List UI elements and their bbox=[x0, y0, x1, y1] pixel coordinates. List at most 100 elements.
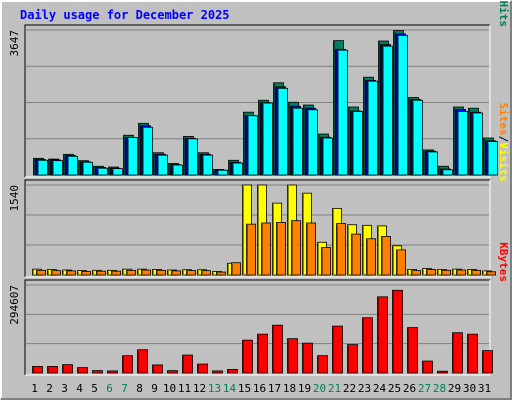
legend-separator: / bbox=[497, 136, 510, 143]
bar-sites-day-26 bbox=[411, 270, 421, 276]
bar-sites-day-12 bbox=[201, 270, 211, 276]
y-max-label: 294607 bbox=[8, 285, 21, 325]
bar-sites-day-31 bbox=[486, 271, 496, 276]
bar-sites-day-20 bbox=[321, 247, 331, 276]
bar-pages-day-15 bbox=[247, 115, 258, 176]
panel-top: 3647 Pages/Files/Hits bbox=[8, 0, 510, 178]
bar-sites-day-28 bbox=[441, 269, 451, 276]
plot-bevel-dark bbox=[24, 24, 490, 177]
bar-sites-day-21 bbox=[336, 223, 346, 276]
bar-sites-day-6 bbox=[111, 270, 121, 276]
day-label-10: 10 bbox=[163, 382, 176, 395]
bar-sites-day-1 bbox=[36, 269, 46, 276]
bar-sites-day-8 bbox=[141, 269, 151, 276]
bar-kbytes-day-8 bbox=[137, 349, 148, 374]
bar-sites-day-29 bbox=[456, 269, 466, 276]
bar-pages-day-31 bbox=[487, 141, 498, 176]
day-label-20: 20 bbox=[313, 382, 326, 395]
bar-sites-day-24 bbox=[381, 236, 391, 276]
bar-pages-day-22 bbox=[352, 110, 363, 176]
bar-kbytes-day-17 bbox=[272, 324, 283, 374]
bar-kbytes-day-6 bbox=[107, 370, 118, 374]
bar-pages-day-12 bbox=[202, 154, 213, 176]
bar-kbytes-day-26 bbox=[407, 327, 418, 374]
day-label-17: 17 bbox=[268, 382, 281, 395]
bar-pages-day-25 bbox=[397, 35, 408, 176]
bar-kbytes-day-24 bbox=[377, 296, 388, 374]
plot-bevel-dark bbox=[24, 279, 490, 375]
bar-pages-day-30 bbox=[472, 112, 483, 176]
legend-entry-visits: Visits bbox=[497, 142, 510, 182]
day-label-29: 29 bbox=[448, 382, 461, 395]
bar-pages-day-26 bbox=[412, 99, 423, 176]
day-label-30: 30 bbox=[463, 382, 476, 395]
legend: Sites/Visits bbox=[497, 103, 510, 183]
bar-pages-day-14 bbox=[232, 162, 243, 176]
day-label-3: 3 bbox=[61, 382, 68, 395]
bar-kbytes-day-14 bbox=[227, 369, 238, 374]
day-label-31: 31 bbox=[478, 382, 491, 395]
bar-pages-day-27 bbox=[427, 151, 438, 176]
chart-panels: 3647Pages/Files/Hits1540Sites/Visits2946… bbox=[8, 0, 510, 376]
day-label-4: 4 bbox=[76, 382, 83, 395]
bar-sites-day-25 bbox=[396, 249, 406, 276]
bar-sites-day-22 bbox=[351, 233, 361, 276]
bar-sites-day-3 bbox=[66, 270, 76, 276]
day-label-12: 12 bbox=[193, 382, 206, 395]
bar-kbytes-day-31 bbox=[482, 350, 493, 374]
day-label-6: 6 bbox=[106, 382, 113, 395]
day-label-19: 19 bbox=[298, 382, 311, 395]
day-label-25: 25 bbox=[388, 382, 401, 395]
day-label-14: 14 bbox=[223, 382, 237, 395]
plot-bevel-light bbox=[25, 25, 491, 178]
bar-sites-day-7 bbox=[126, 269, 136, 276]
bar-pages-day-7 bbox=[127, 137, 138, 176]
day-axis-labels: 1 2 3 4 5 6 7 8 9 10 11 12 13 14 15 16 17 18 19 20 21 22 23 24 2… bbox=[31, 382, 491, 395]
bar-pages-day-3 bbox=[67, 155, 78, 176]
y-max-label: 3647 bbox=[8, 30, 21, 57]
bar-sites-day-30 bbox=[471, 269, 481, 276]
bar-pages-day-18 bbox=[292, 107, 303, 176]
bar-sites-day-9 bbox=[156, 269, 166, 276]
bar-pages-day-24 bbox=[382, 45, 393, 176]
bar-pages-day-16 bbox=[262, 102, 273, 176]
bar-pages-day-28 bbox=[442, 169, 453, 176]
bar-pages-day-1 bbox=[37, 159, 48, 176]
day-label-8: 8 bbox=[136, 382, 143, 395]
bar-kbytes-day-15 bbox=[242, 339, 253, 374]
plot-bevel-light bbox=[25, 280, 491, 376]
bar-sites-day-23 bbox=[366, 238, 376, 276]
bar-sites-day-11 bbox=[186, 270, 196, 276]
bar-kbytes-day-13 bbox=[212, 370, 223, 374]
plot-bevel-light bbox=[25, 180, 491, 278]
day-label-27: 27 bbox=[418, 382, 431, 395]
bar-pages-day-10 bbox=[172, 164, 183, 176]
bar-kbytes-day-29 bbox=[452, 332, 463, 374]
bar-kbytes-day-23 bbox=[362, 317, 373, 374]
bar-kbytes-day-30 bbox=[467, 333, 478, 374]
bar-pages-day-19 bbox=[307, 109, 318, 176]
bar-sites-day-18 bbox=[291, 220, 301, 276]
day-label-7: 7 bbox=[121, 382, 128, 395]
legend-entry-hits: Hits bbox=[497, 1, 510, 28]
bar-pages-day-11 bbox=[187, 138, 198, 176]
panel-middle: 1540 Sites/Visits bbox=[8, 103, 510, 278]
day-label-21: 21 bbox=[328, 382, 341, 395]
plot-bevel-dark bbox=[24, 179, 490, 277]
bar-pages-day-20 bbox=[322, 137, 333, 176]
bar-kbytes-day-10 bbox=[167, 370, 178, 374]
bar-sites-day-16 bbox=[261, 222, 271, 276]
bar-sites-day-19 bbox=[306, 222, 316, 276]
day-label-2: 2 bbox=[46, 382, 53, 395]
bar-kbytes-day-7 bbox=[122, 355, 133, 374]
bar-pages-day-21 bbox=[337, 49, 348, 176]
bar-pages-day-2 bbox=[52, 160, 63, 176]
bar-kbytes-day-27 bbox=[422, 360, 433, 374]
day-label-15: 15 bbox=[238, 382, 251, 395]
bar-kbytes-day-20 bbox=[317, 355, 328, 374]
bar-pages-day-13 bbox=[217, 169, 228, 176]
day-label-22: 22 bbox=[343, 382, 356, 395]
bar-kbytes-day-21 bbox=[332, 325, 343, 374]
bar-sites-day-5 bbox=[96, 270, 106, 276]
